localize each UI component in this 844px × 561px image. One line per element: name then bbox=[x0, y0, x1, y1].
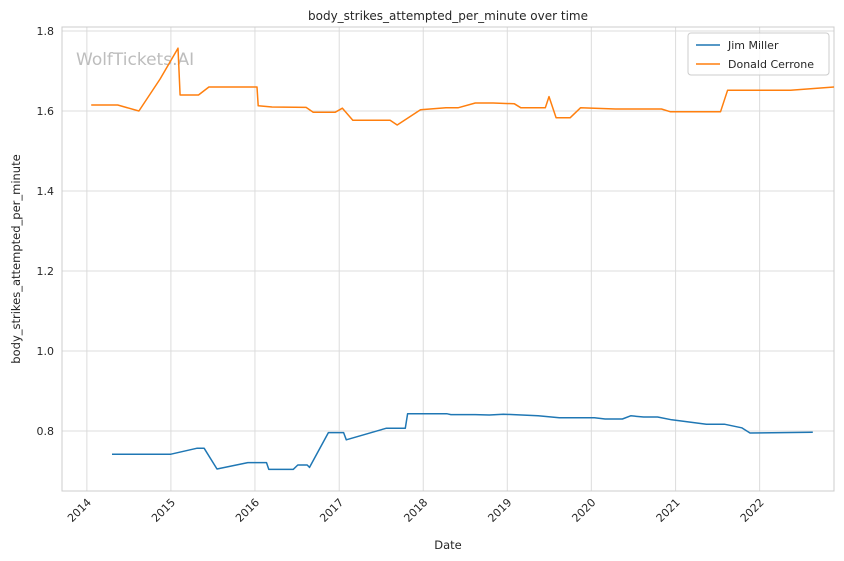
series-layer bbox=[91, 47, 835, 471]
legend-label-jim-miller: Jim Miller bbox=[727, 39, 779, 52]
watermark-text: WolfTickets.AI bbox=[76, 50, 194, 70]
x-axis-label: Date bbox=[434, 538, 462, 552]
y-axis-label: body_strikes_attempted_per_minute bbox=[9, 154, 23, 363]
chart-title: body_strikes_attempted_per_minute over t… bbox=[308, 9, 588, 23]
y-axis-ticks: 0.8 1.0 1.2 1.4 1.6 1.8 bbox=[37, 25, 55, 438]
series-line-donald-cerrone bbox=[91, 47, 835, 126]
gridlines bbox=[62, 27, 834, 491]
legend-label-donald-cerrone: Donald Cerrone bbox=[728, 58, 814, 71]
y-tick-label-1.8: 1.8 bbox=[37, 25, 55, 38]
y-tick-label-1.4: 1.4 bbox=[37, 185, 55, 198]
y-tick-label-1.6: 1.6 bbox=[37, 105, 55, 118]
plot-frame bbox=[61, 26, 835, 492]
y-tick-label-1.2: 1.2 bbox=[37, 265, 55, 278]
legend-box bbox=[687, 32, 830, 76]
legend: Jim Miller Donald Cerrone bbox=[687, 32, 830, 76]
plot-area bbox=[62, 27, 834, 491]
series-line-jim-miller bbox=[112, 413, 813, 471]
y-tick-label-0.8: 0.8 bbox=[37, 425, 55, 438]
y-tick-label-1.0: 1.0 bbox=[37, 345, 55, 358]
